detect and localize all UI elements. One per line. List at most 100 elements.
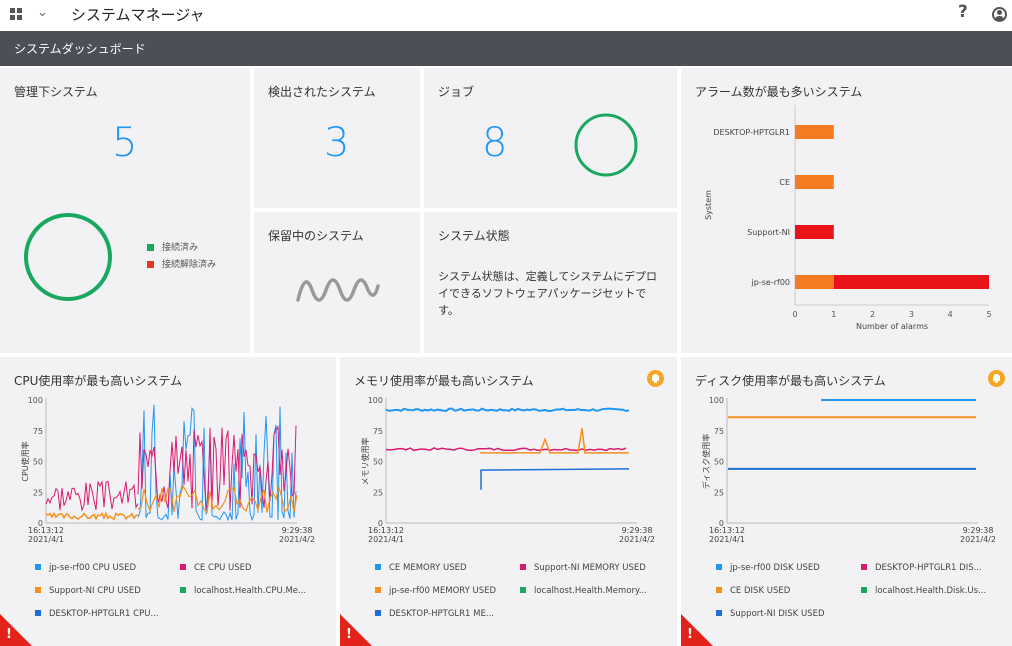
disk-alert-icon[interactable]: ! (687, 627, 693, 642)
series-line (385, 447, 627, 452)
legend-item: Support-NI MEMORY USED (534, 563, 646, 573)
legend-item: localhost.Health.CPU.Me... (194, 586, 306, 596)
disk-alert-flag[interactable] (681, 614, 713, 646)
y-tick-label: 25 (714, 488, 724, 497)
managed-systems-tile[interactable]: 管理下システム 5 接続済み 接続解除済み (0, 68, 250, 353)
managed-systems-title: 管理下システム (14, 85, 98, 99)
y-tick-label: 75 (33, 427, 43, 436)
series-line (137, 404, 297, 522)
user-account-icon[interactable] (992, 7, 1007, 22)
y-tick-label: 0 (719, 519, 724, 528)
legend-swatch (35, 564, 41, 570)
dashboard-header: システムダッシュボード (0, 31, 1012, 66)
y-tick-label: 50 (33, 458, 43, 467)
system-state-tile[interactable]: システム状態 システム状態は、定義してシステムにデプロイできるソフトウェアパッケ… (424, 212, 677, 353)
y-tick-label: 50 (373, 458, 383, 467)
dashboard-title: システムダッシュボード (14, 42, 146, 56)
legend-item: Support-NI CPU USED (49, 586, 141, 596)
y-tick-label: 50 (714, 458, 724, 467)
cpu-usage-tile[interactable]: CPU使用率が最も高いシステム 0 25 50 75 100 CPU使用率 16:13:12… (0, 357, 336, 646)
series-line (385, 407, 630, 413)
cpu-alert-flag[interactable] (0, 614, 32, 646)
discovered-systems-count: 3 (324, 120, 350, 166)
legend-swatch (861, 587, 867, 593)
disk-bell-icon[interactable] (988, 370, 1005, 387)
legend-item: jp-se-rf00 CPU USED (48, 563, 137, 573)
app-grid-icon[interactable] (10, 8, 23, 21)
help-icon[interactable]: ? (958, 2, 968, 22)
alarm-bar (795, 175, 834, 189)
connection-legend: 接続済み 接続解除済み (147, 240, 216, 274)
discovered-systems-title: 検出されたシステム (268, 85, 376, 99)
legend-swatch (716, 564, 722, 570)
legend-item: jp-se-rf00 DISK USED (729, 563, 820, 573)
alarm-x-tick: 3 (909, 310, 914, 319)
y-tick-label: 100 (709, 396, 724, 405)
pending-systems-tile[interactable]: 保留中のシステム (254, 212, 420, 353)
y-tick-label: 100 (368, 396, 383, 405)
jobs-tile[interactable]: ジョブ 8 (424, 68, 677, 208)
legend-swatch (716, 587, 722, 593)
discovered-systems-tile[interactable]: 検出されたシステム 3 (254, 68, 420, 208)
legend-swatch (35, 610, 41, 616)
system-state-description: システム状態は、定義してシステムにデプロイできるソフトウェアパッケージセットです… (438, 270, 658, 317)
legend-item: localhost.Health.Memory... (534, 586, 647, 596)
cpu-alert-icon[interactable]: ! (6, 627, 12, 642)
y-axis-label: メモリ使用率 (360, 438, 370, 486)
series-line (480, 428, 629, 454)
y-tick-label: 0 (378, 519, 383, 528)
legend-item: DESKTOP-HPTGLR1 DIS... (875, 563, 982, 573)
y-tick-label: 25 (33, 488, 43, 497)
legend-item: localhost.Health.Disk.Us... (875, 586, 986, 596)
pending-systems-title: 保留中のシステム (268, 229, 364, 243)
series-line (45, 479, 139, 512)
legend-item-disconnected: 接続解除済み (147, 257, 216, 274)
memory-bell-icon[interactable] (647, 370, 664, 387)
x-end-time: 9:29:38 (282, 526, 313, 535)
x-start-date: 2021/4/1 (368, 535, 404, 544)
alarm-x-tick: 0 (792, 310, 797, 319)
x-start-date: 2021/4/1 (28, 535, 64, 544)
series-line (45, 511, 139, 521)
memory-usage-title: メモリ使用率が最も高いシステム (354, 374, 534, 388)
legend-item: CE DISK USED (730, 586, 791, 596)
alarm-category-label: DESKTOP-HPTGLR1 (713, 128, 790, 137)
chevron-down-icon[interactable]: ⌄ (37, 5, 48, 20)
app-title: システムマネージャ (71, 6, 205, 24)
legend-item: CE CPU USED (194, 563, 252, 573)
x-start-time: 16:13:12 (28, 526, 64, 535)
y-tick-label: 100 (28, 396, 43, 405)
memory-usage-tile[interactable]: メモリ使用率が最も高いシステム 0 25 50 75 100 メモリ使用率 16:13:12… (340, 357, 677, 646)
disk-usage-tile[interactable]: ディスク使用率が最も高いシステム 0 25 50 75 100 ディスク使用率 16:13:… (681, 357, 1012, 646)
cpu-usage-title: CPU使用率が最も高いシステム (14, 374, 183, 388)
legend-item: DESKTOP-HPTGLR1 CPU... (49, 609, 159, 619)
y-axis-label: CPU使用率 (20, 441, 30, 481)
alarm-category-label: jp-se-rf00 (751, 278, 790, 287)
top-bar: ⌄ システムマネージャ ? (0, 0, 1012, 31)
alarm-category-label: CE (779, 178, 790, 187)
series-line (480, 468, 630, 490)
y-tick-label: 75 (373, 427, 383, 436)
system-state-title: システム状態 (438, 229, 510, 243)
alarm-category-label: Support-NI (747, 228, 790, 237)
top-alarm-systems-tile[interactable]: アラーム数が最も多いシステム DESKTOP-HPTGLR1 CE Support-… (681, 68, 1012, 353)
memory-alert-icon[interactable]: ! (346, 627, 352, 642)
legend-item-connected: 接続済み (147, 240, 216, 257)
x-start-date: 2021/4/1 (709, 535, 745, 544)
x-end-time: 9:29:38 (622, 526, 653, 535)
legend-swatch (180, 564, 186, 570)
y-tick-label: 25 (373, 488, 383, 497)
memory-alert-flag[interactable] (340, 614, 372, 646)
legend-swatch (375, 564, 381, 570)
legend-swatch (180, 587, 186, 593)
loading-wave-icon (296, 278, 380, 302)
legend-swatch (375, 587, 381, 593)
jobs-ring (574, 113, 638, 177)
x-start-time: 16:13:12 (368, 526, 404, 535)
legend-swatch (520, 587, 526, 593)
series-line (137, 424, 297, 511)
alarm-bar (795, 225, 834, 239)
